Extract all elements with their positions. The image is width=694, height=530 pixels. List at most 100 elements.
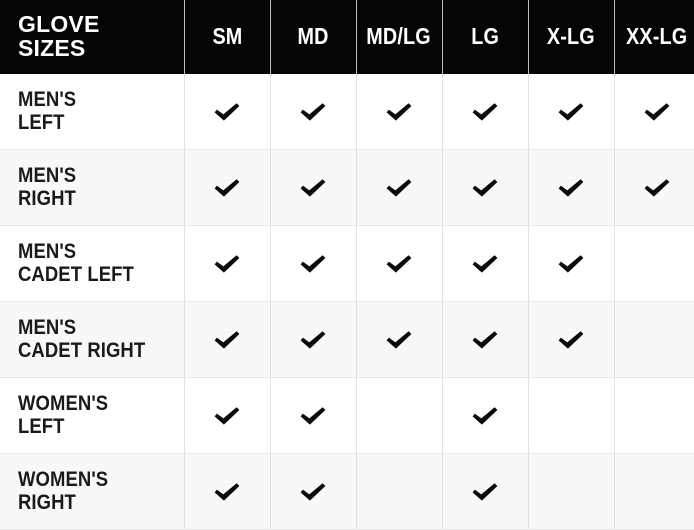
check-icon	[212, 176, 242, 200]
column-header-label: LG	[471, 23, 499, 49]
availability-cell	[356, 74, 443, 150]
check-icon	[298, 480, 328, 504]
check-icon	[298, 404, 328, 428]
check-icon	[298, 328, 328, 352]
availability-cell	[270, 225, 357, 302]
availability-cell	[442, 225, 529, 302]
check-icon	[470, 328, 500, 352]
column-header-md-lg: MD/LG	[356, 0, 443, 74]
check-icon	[642, 176, 672, 200]
row-label-text: MEN'S CADET LEFT	[18, 240, 134, 286]
check-icon	[212, 404, 242, 428]
check-icon	[298, 252, 328, 276]
availability-cell	[270, 301, 357, 378]
column-header-label: X-LG	[547, 23, 595, 49]
table-row: WOMEN'S LEFT	[0, 377, 694, 454]
availability-cell	[270, 377, 357, 454]
availability-cell	[442, 301, 529, 378]
column-header-label: SM	[211, 23, 243, 49]
availability-cell	[528, 74, 615, 150]
column-header-label: MD	[297, 23, 329, 49]
check-icon	[642, 100, 672, 124]
availability-cell	[442, 74, 529, 150]
availability-cell	[614, 301, 694, 378]
availability-cell	[528, 377, 615, 454]
availability-cell	[528, 453, 615, 530]
table-row: MEN'S CADET RIGHT	[0, 301, 694, 378]
column-header-md: MD	[270, 0, 357, 74]
availability-cell	[270, 149, 357, 226]
table-header: GLOVE SIZES SM MD MD/LG LG X-LG XX-LG	[0, 0, 694, 74]
unavailable-placeholder	[642, 325, 672, 349]
column-header-x-lg: X-LG	[528, 0, 615, 74]
unavailable-placeholder	[384, 477, 414, 501]
row-label-cell: MEN'S CADET RIGHT	[0, 301, 185, 378]
column-header-sm: SM	[184, 0, 271, 74]
availability-cell	[614, 453, 694, 530]
availability-cell	[356, 453, 443, 530]
check-icon	[384, 176, 414, 200]
table-row: MEN'S LEFT	[0, 74, 694, 150]
check-icon	[212, 100, 242, 124]
unavailable-placeholder	[642, 401, 672, 425]
column-header-label: XX-LG	[626, 23, 688, 49]
availability-cell	[356, 149, 443, 226]
table-row: MEN'S RIGHT	[0, 149, 694, 226]
availability-cell	[442, 377, 529, 454]
availability-cell	[184, 74, 271, 150]
row-label-cell: WOMEN'S RIGHT	[0, 453, 185, 530]
row-label-text: WOMEN'S LEFT	[18, 392, 109, 438]
availability-cell	[528, 301, 615, 378]
page-title: GLOVE SIZES	[18, 11, 100, 61]
table-body: MEN'S LEFT MEN'S RIGHT MEN'S CADET LEFT MEN…	[0, 74, 694, 530]
unavailable-placeholder	[642, 249, 672, 273]
row-label-text: WOMEN'S RIGHT	[18, 468, 109, 514]
check-icon	[556, 100, 586, 124]
header-row: GLOVE SIZES SM MD MD/LG LG X-LG XX-LG	[0, 0, 694, 74]
check-icon	[384, 100, 414, 124]
availability-cell	[614, 377, 694, 454]
row-label-cell: WOMEN'S LEFT	[0, 377, 185, 454]
availability-cell	[614, 149, 694, 226]
check-icon	[470, 480, 500, 504]
unavailable-placeholder	[384, 401, 414, 425]
availability-cell	[356, 377, 443, 454]
availability-cell	[356, 301, 443, 378]
availability-cell	[184, 453, 271, 530]
availability-cell	[184, 301, 271, 378]
availability-cell	[184, 377, 271, 454]
availability-cell	[614, 74, 694, 150]
row-label-text: MEN'S RIGHT	[18, 164, 77, 210]
column-header-label: MD/LG	[366, 23, 432, 49]
availability-cell	[270, 453, 357, 530]
table-row: MEN'S CADET LEFT	[0, 225, 694, 302]
check-icon	[212, 480, 242, 504]
availability-cell	[184, 149, 271, 226]
table-corner-title-cell: GLOVE SIZES	[0, 0, 185, 74]
check-icon	[212, 328, 242, 352]
availability-cell	[528, 149, 615, 226]
table-row: WOMEN'S RIGHT	[0, 453, 694, 530]
availability-cell	[528, 225, 615, 302]
column-header-lg: LG	[442, 0, 529, 74]
availability-cell	[184, 225, 271, 302]
row-label-cell: MEN'S RIGHT	[0, 149, 185, 226]
check-icon	[556, 328, 586, 352]
check-icon	[384, 252, 414, 276]
row-label-text: MEN'S CADET RIGHT	[18, 316, 146, 362]
check-icon	[470, 176, 500, 200]
unavailable-placeholder	[556, 477, 586, 501]
unavailable-placeholder	[642, 477, 672, 501]
availability-cell	[356, 225, 443, 302]
check-icon	[298, 176, 328, 200]
check-icon	[556, 176, 586, 200]
column-header-xx-lg: XX-LG	[614, 0, 694, 74]
row-label-text: MEN'S LEFT	[18, 88, 77, 134]
check-icon	[470, 100, 500, 124]
check-icon	[556, 252, 586, 276]
availability-cell	[614, 225, 694, 302]
availability-cell	[270, 74, 357, 150]
row-label-cell: MEN'S CADET LEFT	[0, 225, 185, 302]
check-icon	[470, 404, 500, 428]
